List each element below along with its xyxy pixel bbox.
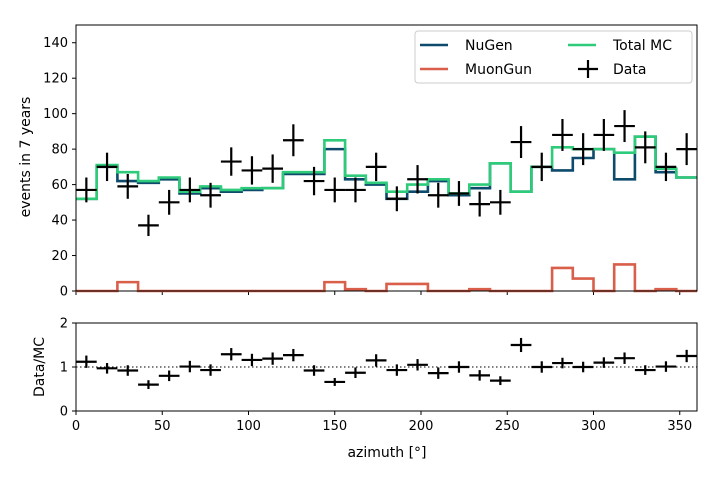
ratio-point [655, 361, 677, 372]
ratio-point [324, 378, 346, 386]
ratio-point [531, 361, 553, 373]
ratio-point [469, 370, 490, 381]
series-line-muongun [76, 263, 697, 293]
main-y-tick-label: 100 [43, 107, 68, 122]
data-point [655, 152, 677, 182]
main-y-tick-label: 20 [51, 249, 68, 264]
ratio-point [552, 357, 573, 369]
ratio-point [158, 370, 180, 382]
ratio-point [345, 367, 366, 378]
ratio-point [490, 376, 511, 386]
data-point [510, 126, 532, 158]
data-point [469, 191, 490, 217]
ratio-plot-frame [75, 322, 698, 412]
ratio-point [365, 354, 387, 367]
data-point [572, 133, 594, 166]
data-point [407, 165, 428, 194]
ratio-panel: 0 1 2 0 50 100 150 200 250 300 350 [60, 317, 698, 434]
ratio-point [179, 360, 201, 373]
x-tick-label: 350 [667, 419, 692, 434]
ratio-point [614, 352, 635, 364]
ratio-point [386, 364, 408, 376]
x-tick-label: 200 [409, 419, 434, 434]
ratio-point [117, 365, 139, 376]
ratio-y-tick-label: 1 [60, 361, 68, 376]
main-y-tick-label: 60 [51, 178, 68, 193]
ratio-point [510, 337, 532, 353]
ratio-point [76, 355, 97, 368]
ratio-point [220, 348, 242, 361]
legend-label-muongun: MuonGun [465, 62, 532, 78]
main-panel: 0 20 40 60 80 100 120 140 NuGen MuonGun Total MC Da… [43, 24, 698, 300]
main-y-tick-label: 140 [43, 36, 68, 51]
ratio-y-tick-label: 0 [60, 405, 68, 420]
ratio-point [283, 348, 304, 362]
data-point [138, 214, 159, 237]
legend-box [414, 30, 693, 84]
legend-item-nugen: NuGen [420, 38, 513, 54]
data-point [262, 154, 283, 183]
main-y-tick-label: 0 [60, 285, 68, 300]
ratio-point [96, 363, 118, 374]
legend-label-data: Data [613, 62, 646, 78]
data-point [283, 124, 304, 157]
x-tick-label: 100 [236, 419, 261, 434]
data-point [490, 189, 511, 215]
legend-label-total-mc: Total MC [612, 38, 672, 54]
data-point [324, 177, 346, 203]
data-point [531, 152, 553, 182]
x-tick-label: 150 [322, 419, 347, 434]
ratio-y-tick-label: 2 [60, 317, 68, 332]
x-tick-label: 250 [495, 419, 520, 434]
x-tick-label: 300 [581, 419, 606, 434]
data-point [634, 131, 656, 164]
ratio-point [241, 353, 263, 367]
data-point [117, 173, 139, 199]
data-point [427, 182, 449, 208]
data-point [96, 152, 118, 182]
main-y-tick-label: 80 [51, 143, 68, 158]
data-point [365, 152, 387, 182]
data-point [448, 181, 470, 206]
data-point [220, 147, 242, 176]
main-y-tick-label: 120 [43, 72, 68, 87]
ratio-point [634, 365, 656, 375]
ratio-point [676, 349, 697, 363]
x-tick-label: 0 [72, 419, 80, 434]
data-point [593, 118, 615, 151]
data-point [386, 186, 408, 212]
main-y-axis-label: events in 7 years [18, 97, 34, 218]
ratio-point [303, 365, 325, 376]
ratio-point [138, 380, 159, 389]
ratio-point [262, 352, 283, 365]
data-point [200, 182, 221, 208]
legend: NuGen MuonGun Total MC Data [414, 30, 693, 84]
x-axis-label: azimuth [°] [347, 445, 426, 461]
data-point [345, 177, 366, 203]
main-plot-frame [75, 24, 698, 292]
ratio-point [200, 364, 221, 376]
legend-item-muongun: MuonGun [420, 62, 532, 78]
data-point [676, 133, 697, 166]
data-point [241, 156, 263, 185]
legend-item-data: Data [578, 60, 646, 78]
main-y-tick-label: 40 [51, 214, 68, 229]
data-point [158, 189, 180, 215]
data-point [179, 177, 201, 203]
x-tick-label: 50 [154, 419, 171, 434]
ratio-point [593, 357, 615, 368]
data-point [614, 110, 635, 143]
ratio-y-axis-label: Data/MC [32, 337, 48, 397]
data-point [552, 118, 573, 151]
data-point [76, 177, 97, 203]
ratio-point [427, 367, 449, 379]
legend-item-total-mc: Total MC [568, 38, 672, 54]
legend-label-nugen: NuGen [465, 38, 513, 54]
ratio-point [448, 361, 470, 373]
ratio-point [572, 361, 594, 373]
ratio-point [407, 359, 428, 371]
data-point [303, 166, 325, 196]
